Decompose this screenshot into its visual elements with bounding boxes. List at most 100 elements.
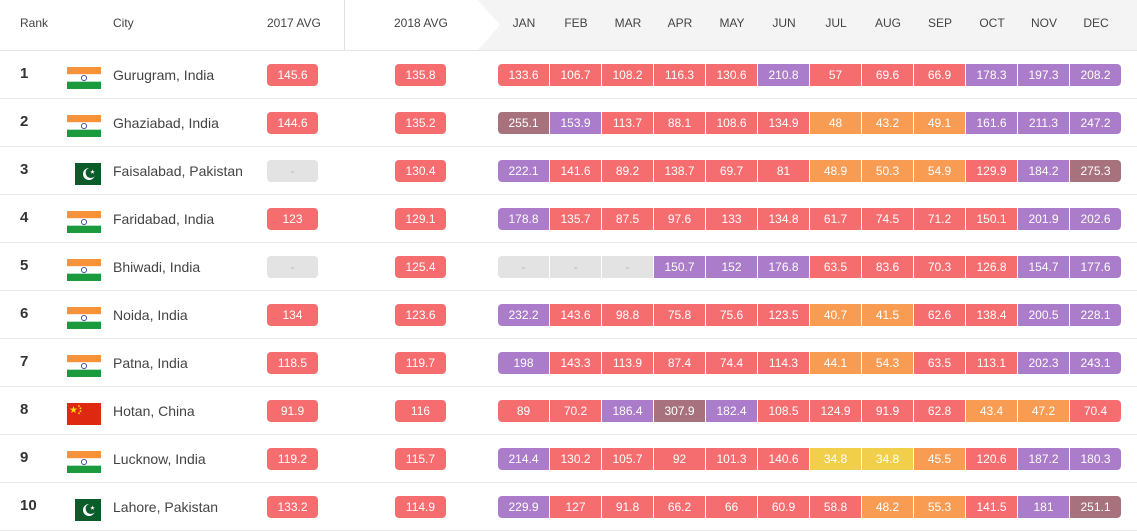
header-month-apr[interactable]: APR — [667, 16, 693, 30]
avg-2017-value: 134 — [267, 304, 318, 326]
avg-2018-value: 116 — [395, 400, 446, 422]
header-month-dec[interactable]: DEC — [1083, 16, 1109, 30]
month-value-mar: 113.7 — [602, 112, 653, 134]
header-month-feb[interactable]: FEB — [564, 16, 588, 30]
city-name[interactable]: Faridabad, India — [113, 211, 215, 227]
month-value-feb: 153.9 — [550, 112, 601, 134]
header-2017-avg[interactable]: 2017 AVG — [267, 16, 321, 30]
month-value-jul: 44.1 — [810, 352, 861, 374]
header-rank[interactable]: Rank — [20, 16, 49, 30]
city-name[interactable]: Hotan, China — [113, 403, 195, 419]
city-name[interactable]: Faisalabad, Pakistan — [113, 163, 243, 179]
table-row[interactable]: 3 Faisalabad, Pakistan - 130.4 222.1 141.6 89.… — [0, 147, 1137, 195]
header-month-mar[interactable]: MAR — [614, 16, 642, 30]
avg-2017-value: - — [267, 160, 318, 182]
month-value-mar: - — [602, 256, 653, 278]
city-name[interactable]: Lucknow, India — [113, 451, 206, 467]
month-value-oct: 138.4 — [966, 304, 1017, 326]
month-value-nov: 181 — [1018, 496, 1069, 518]
month-value-nov: 211.3 — [1018, 112, 1069, 134]
table-row[interactable]: 9 Lucknow, India 119.2 115.7 214.4 130.2 105.7… — [0, 435, 1137, 483]
month-value-jul: 63.5 — [810, 256, 861, 278]
month-value-jul: 48 — [810, 112, 861, 134]
city-name[interactable]: Bhiwadi, India — [113, 259, 201, 275]
month-value-sep: 66.9 — [914, 64, 965, 86]
india-flag-icon — [67, 115, 101, 137]
header-city[interactable]: City — [113, 16, 134, 30]
rank-number: 5 — [20, 257, 29, 274]
india-flag-icon — [67, 307, 101, 329]
month-value-dec: 208.2 — [1070, 64, 1121, 86]
header-month-sep[interactable]: SEP — [927, 16, 952, 30]
avg-2017-value: 133.2 — [267, 496, 318, 518]
month-value-may: 69.7 — [706, 160, 757, 182]
avg-2017-value: 145.6 — [267, 64, 318, 86]
month-value-nov: 202.3 — [1018, 352, 1069, 374]
table-row[interactable]: 8 Hotan, China 91.9 116 89 70.2 186.4 307.9 182.… — [0, 387, 1137, 435]
month-value-aug: 91.9 — [862, 400, 913, 422]
month-value-sep: 70.3 — [914, 256, 965, 278]
month-value-jan: 178.8 — [498, 208, 549, 230]
india-flag-icon — [67, 451, 101, 473]
rank-number: 3 — [20, 161, 29, 178]
india-flag-icon — [67, 211, 101, 233]
avg-2017-value: 123 — [267, 208, 318, 230]
header-month-jan[interactable]: JAN — [512, 16, 536, 30]
header-month-oct[interactable]: OCT — [979, 16, 1005, 30]
city-name[interactable]: Lahore, Pakistan — [113, 499, 219, 515]
header-2018-avg[interactable]: 2018 AVG — [394, 16, 448, 30]
header-month-may[interactable]: MAY — [719, 16, 745, 30]
table-row[interactable]: 7 Patna, India 118.5 119.7 198 143.3 113.9 87.4… — [0, 339, 1137, 387]
city-name[interactable]: Gurugram, India — [113, 67, 215, 83]
month-value-apr: 150.7 — [654, 256, 705, 278]
month-value-aug: 48.2 — [862, 496, 913, 518]
avg-2017-value: 91.9 — [267, 400, 318, 422]
month-value-jun: 81 — [758, 160, 809, 182]
header-month-jul[interactable]: JUL — [825, 16, 847, 30]
month-value-jan: - — [498, 256, 549, 278]
month-value-aug: 83.6 — [862, 256, 913, 278]
city-name[interactable]: Patna, India — [113, 355, 188, 371]
month-value-sep: 55.3 — [914, 496, 965, 518]
table-row[interactable]: 2 Ghaziabad, India 144.6 135.2 255.1 153.9 113… — [0, 99, 1137, 147]
city-name[interactable]: Noida, India — [113, 307, 188, 323]
month-value-oct: 141.5 — [966, 496, 1017, 518]
month-value-dec: 177.6 — [1070, 256, 1121, 278]
month-value-mar: 98.8 — [602, 304, 653, 326]
month-value-sep: 54.9 — [914, 160, 965, 182]
month-value-sep: 71.2 — [914, 208, 965, 230]
header-divider — [344, 0, 345, 50]
month-value-apr: 97.6 — [654, 208, 705, 230]
month-value-nov: 47.2 — [1018, 400, 1069, 422]
rank-number: 4 — [20, 209, 29, 226]
month-value-jan: 232.2 — [498, 304, 549, 326]
month-value-may: 182.4 — [706, 400, 757, 422]
month-value-dec: 251.1 — [1070, 496, 1121, 518]
header-month-jun[interactable]: JUN — [772, 16, 796, 30]
month-value-oct: 113.1 — [966, 352, 1017, 374]
month-value-sep: 62.6 — [914, 304, 965, 326]
month-value-jun: 60.9 — [758, 496, 809, 518]
month-value-jun: 114.3 — [758, 352, 809, 374]
month-value-may: 130.6 — [706, 64, 757, 86]
month-value-mar: 108.2 — [602, 64, 653, 86]
month-value-feb: 70.2 — [550, 400, 601, 422]
month-value-oct: 129.9 — [966, 160, 1017, 182]
table-row[interactable]: 6 Noida, India 134 123.6 232.2 143.6 98.8 75.8 7… — [0, 291, 1137, 339]
month-value-may: 66 — [706, 496, 757, 518]
table-row[interactable]: 10 Lahore, Pakistan 133.2 114.9 229.9 127 91.8… — [0, 483, 1137, 531]
month-value-dec: 180.3 — [1070, 448, 1121, 470]
city-name[interactable]: Ghaziabad, India — [113, 115, 219, 131]
table-row[interactable]: 5 Bhiwadi, India -125.4- - -150.7 152 176.8 63.… — [0, 243, 1137, 291]
avg-2017-value: 118.5 — [267, 352, 318, 374]
header-month-aug[interactable]: AUG — [874, 16, 901, 30]
table-row[interactable]: 4 Faridabad, India 123 129.1 178.8 135.7 87.5 9… — [0, 195, 1137, 243]
month-value-apr: 88.1 — [654, 112, 705, 134]
month-value-jun: 134.8 — [758, 208, 809, 230]
month-value-dec: 202.6 — [1070, 208, 1121, 230]
month-value-mar: 91.8 — [602, 496, 653, 518]
header-month-nov[interactable]: NOV — [1030, 16, 1057, 30]
table-row[interactable]: 1 Gurugram, India 145.6 135.8 133.6 106.7 108.… — [0, 51, 1137, 99]
month-value-may: 74.4 — [706, 352, 757, 374]
